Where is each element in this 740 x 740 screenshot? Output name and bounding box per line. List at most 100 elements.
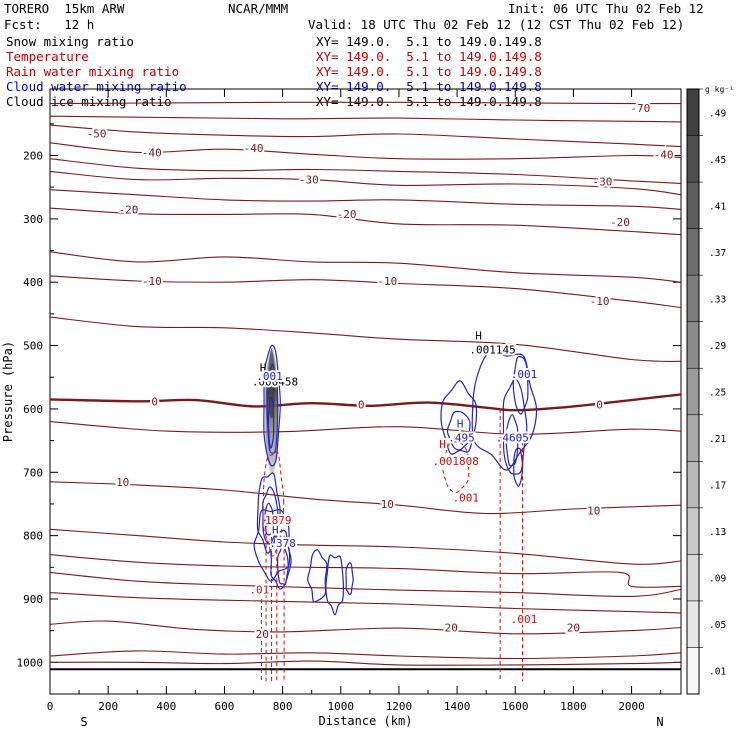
cloud-water-label: H <box>272 523 279 536</box>
cloud-water-label: H <box>457 417 464 430</box>
isotherm-line <box>50 115 681 123</box>
isotherm-line <box>50 275 681 309</box>
isotherm-line <box>50 393 681 412</box>
cloud-water-contour <box>307 549 328 603</box>
y-tick-label: 1000 <box>17 656 44 669</box>
colorbar-label: .09 <box>709 574 726 585</box>
colorbar-label: .37 <box>709 248 726 259</box>
cloud-water-contour <box>276 545 289 586</box>
cloud-water-contour <box>502 378 528 475</box>
colorbar-label: .25 <box>709 388 726 399</box>
y-axis-label: Pressure (hPa) <box>1 341 15 442</box>
x-tick-label: 200 <box>98 700 118 713</box>
rain-water-label: .01 <box>249 583 269 596</box>
x-tick-label: 600 <box>215 700 235 713</box>
isotherm-line <box>50 124 681 148</box>
cloud-water-label: .378 <box>269 537 296 550</box>
isotherm-label: -20 <box>119 203 139 216</box>
isotherm-label: 10 <box>587 504 600 517</box>
colorbar-label: .13 <box>709 527 726 538</box>
isotherm-label: 0 <box>596 398 603 411</box>
colorbar-unit: g kg⁻¹ <box>705 85 734 94</box>
isotherm-label: -50 <box>87 127 107 140</box>
colorbar-label: .01 <box>709 667 726 678</box>
isotherm-label: 0 <box>151 395 158 408</box>
colorbar-label: .49 <box>709 108 726 119</box>
ice-max-marker: H <box>475 330 482 343</box>
isotherm-label: 20 <box>445 621 458 634</box>
rain-water-contour <box>262 451 285 557</box>
isotherm-label: -20 <box>337 208 357 221</box>
cloud-water-label: .495 <box>448 431 475 444</box>
cloud-water-contour <box>267 396 275 449</box>
cloud-water-contour <box>253 508 291 582</box>
x-tick-label: 400 <box>156 700 176 713</box>
field-name-snow: Snow mixing ratio <box>6 34 134 49</box>
field-xy-rain: XY= 149.0. 5.1 to 149.0.149.8 <box>316 64 542 79</box>
y-tick-label: 300 <box>23 213 43 226</box>
colorbar-label: .17 <box>709 481 726 492</box>
isotherm-line <box>50 189 681 210</box>
colorbar-swatch <box>687 135 699 183</box>
y-tick-label: 500 <box>23 340 43 353</box>
isotherm-label: -10 <box>142 275 162 288</box>
colorbar-swatch <box>687 461 699 509</box>
isotherm-line <box>50 251 681 283</box>
colorbar-swatch <box>687 600 699 648</box>
cloud-water-contour <box>446 410 471 451</box>
field-name-rain: Rain water mixing ratio <box>6 64 180 79</box>
rain-water-label: H <box>439 438 446 451</box>
model-title: TORERO 15km ARW <box>4 1 125 16</box>
colorbar-label: .29 <box>709 341 726 352</box>
rain-water-label: 1879 <box>265 514 292 527</box>
colorbar-swatch <box>687 228 699 276</box>
isotherm-label: -20 <box>610 216 630 229</box>
y-tick-label: 200 <box>23 150 43 163</box>
isotherm-line <box>50 316 681 362</box>
colorbar-label: .05 <box>709 620 726 631</box>
forecast-hour: Fcst: 12 h <box>4 17 95 32</box>
isotherm-line <box>50 170 681 196</box>
isotherm-label: 20 <box>567 621 580 634</box>
cloud-water-contour <box>513 447 524 487</box>
x-tick-label: 2000 <box>618 700 645 713</box>
isotherm-line <box>50 158 681 184</box>
cloud-water-contour <box>505 414 519 467</box>
isotherm-line <box>50 554 681 588</box>
colorbar-swatch <box>687 554 699 602</box>
cloud-water-label: .4605 <box>496 431 529 444</box>
field-name-temperature: Temperature <box>6 49 89 64</box>
isotherm-label: 10 <box>116 476 129 489</box>
isotherm-line <box>50 101 681 105</box>
colorbar-swatch <box>687 414 699 462</box>
isotherm-line <box>50 421 681 435</box>
plot-frame <box>49 88 682 695</box>
isotherm-line <box>50 481 681 515</box>
rain-water-label: .001 <box>453 492 480 505</box>
isotherm-line <box>50 571 681 598</box>
cloud-water-label: .001 <box>511 368 538 381</box>
snow-max-marker: H <box>260 362 267 375</box>
colorbar-label: .41 <box>709 201 726 212</box>
isotherm-label: -10 <box>590 295 610 308</box>
colorbar-label: .45 <box>709 155 726 166</box>
x-tick-label: 1600 <box>502 700 529 713</box>
valid-time: Valid: 18 UTC Thu 02 Feb 12 (12 CST Thu … <box>308 17 685 32</box>
isotherm-line <box>50 142 681 160</box>
cloud-water-contour <box>264 502 274 536</box>
x-tick-label: 1200 <box>386 700 413 713</box>
isotherm-label: -30 <box>593 175 613 188</box>
field-xy-cloud-water: XY= 149.0. 5.1 to 149.0.149.8 <box>316 79 542 94</box>
isotherm-label: -40 <box>244 142 264 155</box>
colorbar-swatch <box>687 507 699 555</box>
field-name-cloud-ice: Cloud ice mixing ratio <box>6 94 172 109</box>
field-xy-temperature: XY= 149.0. 5.1 to 149.0.149.8 <box>316 49 542 64</box>
snow-max-value: .000458 <box>252 376 298 389</box>
south-label: S <box>80 715 87 729</box>
init-time: Init: 06 UTC Thu 02 Feb 12 <box>508 1 704 16</box>
colorbar-label: .21 <box>709 434 726 445</box>
y-tick-label: 900 <box>23 593 43 606</box>
cloud-water-contour <box>263 344 281 467</box>
cloud-water-label: .001 <box>256 370 283 383</box>
